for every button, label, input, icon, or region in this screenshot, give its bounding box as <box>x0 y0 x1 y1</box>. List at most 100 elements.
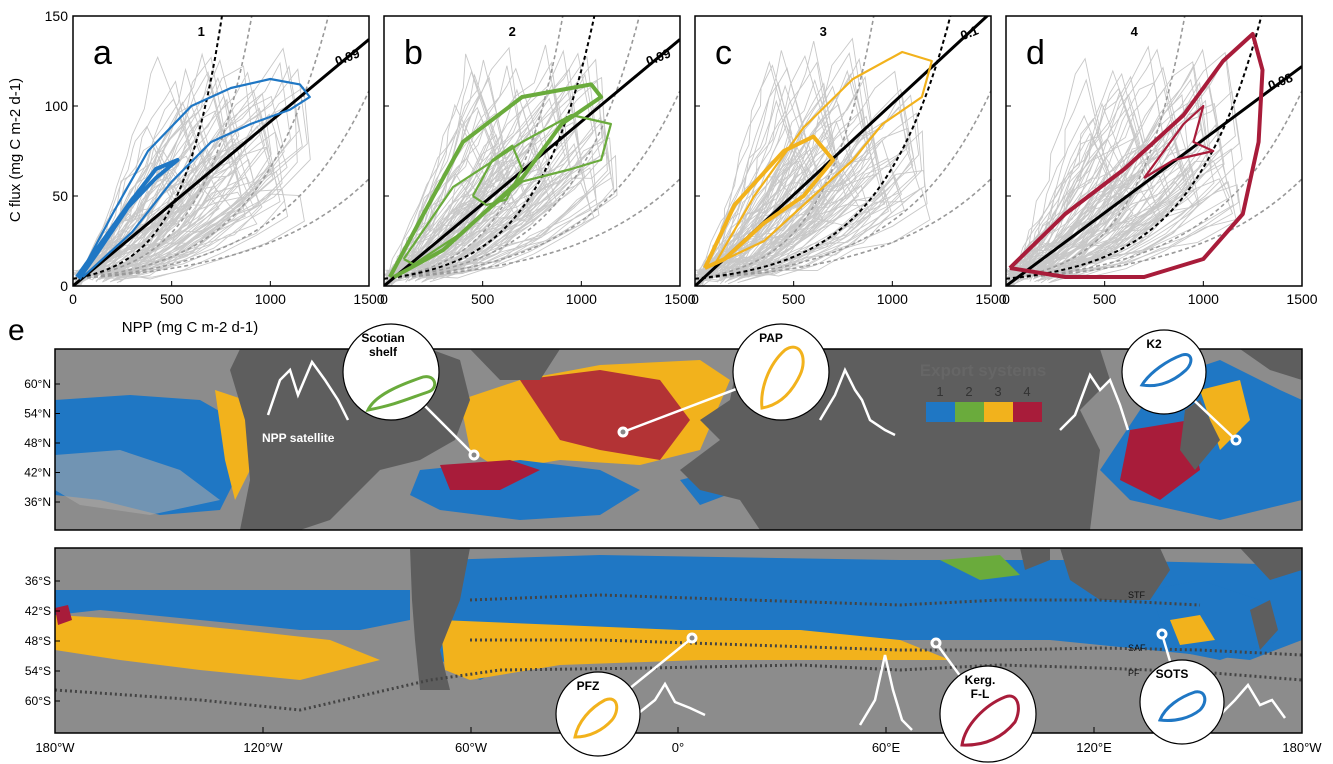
legend-swatch <box>955 402 984 422</box>
x-tick-label: 500 <box>1093 291 1117 307</box>
background-trajectory <box>698 145 921 286</box>
x-tick-label: 1500 <box>975 291 1006 307</box>
background-trajectory <box>1007 51 1236 278</box>
panel-letter: d <box>1026 34 1045 72</box>
background-trajectory <box>386 76 606 274</box>
panel-frame <box>72 15 370 287</box>
x-axis-label: NPP (mg C m-2 d-1) <box>122 319 258 336</box>
npp-curve-4 <box>639 681 706 717</box>
background-trajectory <box>700 61 831 281</box>
lat-tick-label: 48°N <box>24 436 51 450</box>
linear-ratio-line <box>73 38 369 286</box>
background-trajectory <box>75 164 281 279</box>
x-tick-label: 1000 <box>877 291 908 307</box>
panel-frame <box>694 15 992 287</box>
lat-tick-label: 60°N <box>24 377 51 391</box>
reference-curve <box>73 90 369 280</box>
lat-tick-label: 54°N <box>24 407 51 421</box>
site-sots: SOTS <box>1139 628 1225 745</box>
south-map-land <box>410 548 1302 690</box>
npp-curve-3 <box>1059 372 1130 431</box>
export-systems-legend: Export systems 1 2 3 4 <box>920 361 1047 422</box>
background-trajectory <box>699 40 832 278</box>
reference-curve <box>695 16 875 280</box>
background-trajectory <box>1013 142 1188 281</box>
site-loop <box>1139 352 1193 388</box>
site-label: PFZ <box>577 679 600 693</box>
background-trajectory <box>74 65 253 283</box>
site-loop <box>573 697 619 739</box>
lon-tick-label: 180°W <box>35 740 75 755</box>
x-tick-label: 0 <box>69 291 77 307</box>
south-lat-ticks: 36°S 42°S 48°S 54°S 60°S <box>25 574 60 708</box>
npp-curve-5 <box>858 654 913 731</box>
system-curve <box>1006 16 1263 280</box>
npp-curve-2 <box>818 366 896 437</box>
legend-class-label: 2 <box>965 384 972 399</box>
lat-tick-label: 36°N <box>24 495 51 509</box>
ratio-label: 0.09 <box>644 45 673 68</box>
linear-ratio-line <box>1006 65 1302 286</box>
leader-line <box>934 642 961 677</box>
background-trajectory <box>701 187 931 284</box>
lat-tick-label: 36°S <box>25 574 51 588</box>
reference-curve <box>384 178 680 280</box>
panel-letter-e: e <box>8 314 25 347</box>
lat-tick-label: 60°S <box>25 694 51 708</box>
background-trajectory <box>698 60 792 286</box>
background-trajectory <box>701 69 868 278</box>
front-label-stf: STF <box>1128 590 1146 600</box>
lat-tick-label: 42°S <box>25 604 51 618</box>
site-k2: K2 <box>1121 329 1242 446</box>
series-b-2 <box>402 113 613 266</box>
x-tick-label: 1000 <box>1188 291 1219 307</box>
x-tick-label: 0 <box>1002 291 1010 307</box>
curve-label: 3 <box>820 24 827 39</box>
x-tick-label: 1000 <box>255 291 286 307</box>
site-marker-dot <box>1159 631 1165 637</box>
background-trajectory <box>75 125 274 282</box>
x-tick-label: 1500 <box>353 291 384 307</box>
x-tick-label: 0 <box>691 291 699 307</box>
front-label-pf: PF <box>1128 668 1140 678</box>
site-marker-dot <box>933 640 939 646</box>
panel-d-plot-area <box>1006 16 1302 286</box>
x-tick-label: 500 <box>782 291 806 307</box>
x-tick-label: 1500 <box>664 291 695 307</box>
background-trajectory <box>74 98 195 286</box>
legend-title: Export systems <box>920 361 1047 380</box>
lon-tick-label: 180°W <box>1282 740 1322 755</box>
site-pap: PAP <box>617 323 830 438</box>
series-d-0 <box>1008 32 1265 279</box>
y-tick-label: 100 <box>45 98 69 114</box>
x-tick-label: 500 <box>160 291 184 307</box>
background-trajectory <box>1011 87 1140 284</box>
background-trajectory <box>698 84 812 281</box>
background-trajectory <box>387 106 543 284</box>
system-curve <box>695 16 952 280</box>
panel-frame <box>383 15 681 287</box>
site-marker-dot <box>471 452 477 458</box>
legend-swatch <box>984 402 1013 422</box>
ratio-label: 0.1 <box>958 22 980 43</box>
site-loop <box>365 375 437 413</box>
reference-curve <box>695 90 991 280</box>
npp-satellite-label: NPP satellite <box>262 431 335 445</box>
curve-label: 4 <box>1131 24 1139 39</box>
background-trajectory <box>385 53 494 286</box>
ratio-label: 0.08 <box>1266 70 1295 93</box>
lon-tick-label: 60°E <box>872 740 901 755</box>
background-trajectory <box>386 52 594 282</box>
reference-curve <box>1006 16 1186 280</box>
legend-swatch <box>926 402 955 422</box>
lat-tick-label: 42°N <box>24 466 51 480</box>
panel-c-plot-area <box>695 16 991 286</box>
north-map: NPP satellite 60°N 54°N 48°N 42°N 36°N <box>24 348 1303 531</box>
background-trajectory <box>1009 54 1240 282</box>
npp-curve-6 <box>1214 682 1287 721</box>
x-tick-label: 500 <box>471 291 495 307</box>
curve-label: 2 <box>509 24 516 39</box>
lat-tick-label: 54°S <box>25 664 51 678</box>
site-label: K2 <box>1146 337 1162 351</box>
reference-curve <box>695 178 991 280</box>
